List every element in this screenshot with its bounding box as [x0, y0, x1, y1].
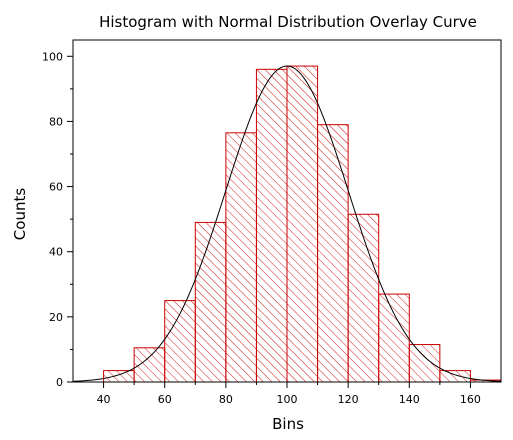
normal-overlay-curve [73, 65, 501, 382]
y-axis-title: Counts [11, 188, 29, 241]
histogram-bar-6 [286, 65, 319, 382]
y-tick-label: 60 [49, 181, 63, 194]
histogram-bar-9 [378, 293, 410, 382]
y-tick-label: 80 [49, 115, 63, 128]
y-tick-label: 0 [56, 376, 63, 389]
x-tick-label: 100 [277, 393, 298, 406]
histogram-bar-8 [347, 213, 380, 382]
x-tick-label: 60 [158, 393, 172, 406]
x-tick-label: 120 [338, 393, 359, 406]
y-tick-label: 20 [49, 311, 63, 324]
histogram-bar-3 [194, 221, 227, 382]
x-tick-label: 160 [460, 393, 481, 406]
histogram-bar-4 [225, 132, 257, 382]
histogram-bars [103, 65, 501, 382]
histogram-bar-0 [103, 370, 135, 382]
y-tick-label: 100 [42, 50, 63, 63]
histogram-bar-10 [408, 344, 441, 382]
x-tick-label: 40 [97, 393, 111, 406]
x-axis-title: Bins [272, 415, 304, 433]
histogram-bar-5 [255, 68, 288, 382]
x-tick-label: 80 [219, 393, 233, 406]
x-axis-ticks: 40 60 80 100 120 140 160 [97, 382, 481, 406]
y-axis-ticks: 0 20 40 60 80 100 [42, 50, 73, 389]
y-tick-label: 40 [49, 246, 63, 259]
x-tick-label: 140 [399, 393, 420, 406]
histogram-bar-7 [317, 124, 349, 382]
histogram-bar-11 [439, 370, 471, 382]
chart-title: Histogram with Normal Distribution Overl… [99, 13, 477, 31]
